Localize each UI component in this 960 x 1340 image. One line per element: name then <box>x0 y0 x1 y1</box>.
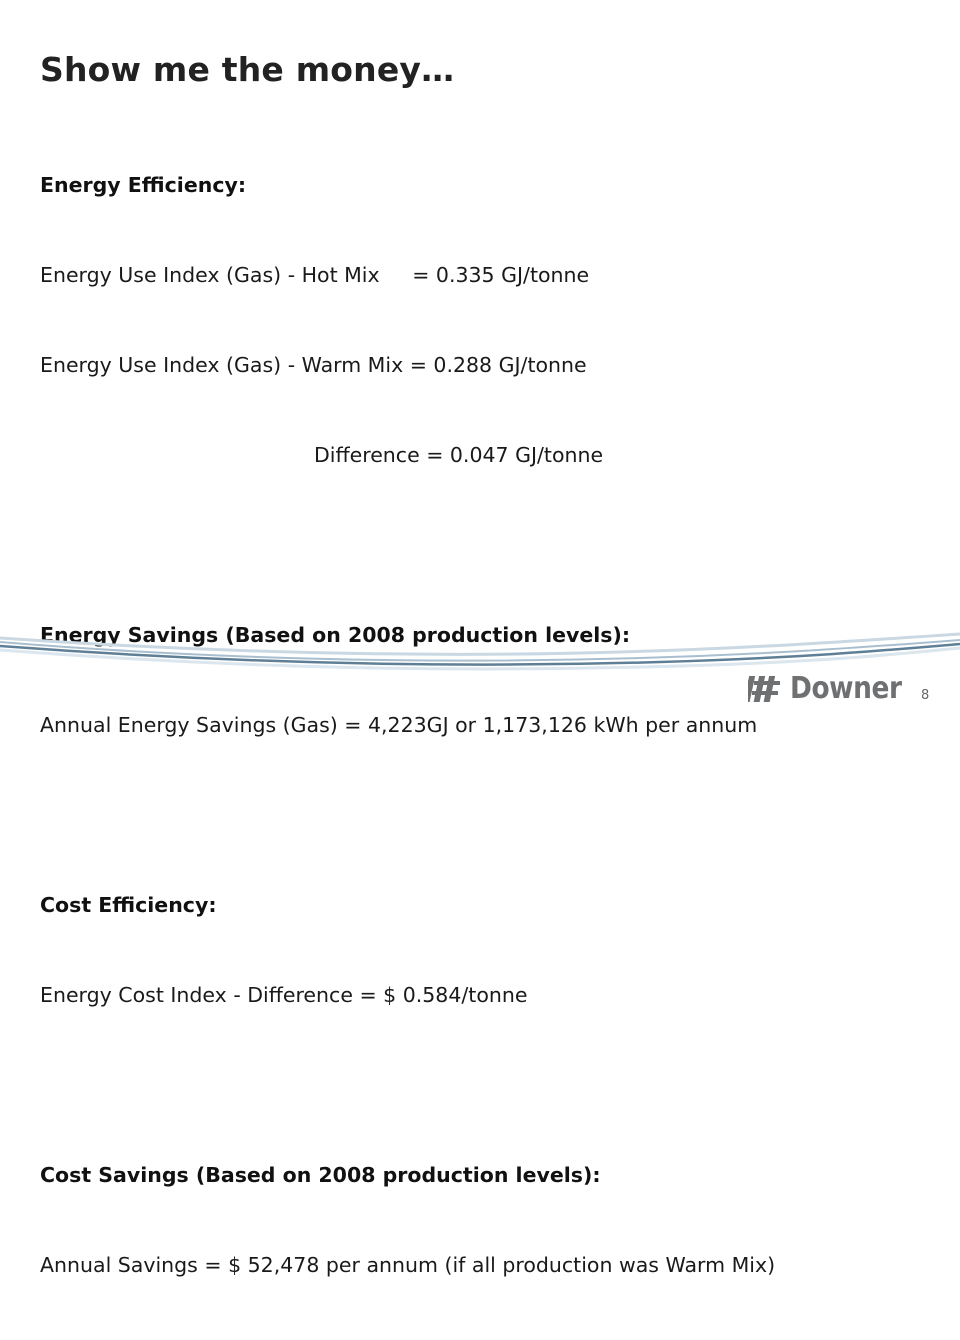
energy-cost-index-line: Energy Cost Index - Difference = $ 0.584… <box>40 983 528 1007</box>
energy-efficiency-heading: Energy Efficiency: <box>40 173 247 197</box>
annual-energy-savings-line: Annual Energy Savings (Gas) = 4,223GJ or… <box>40 713 758 737</box>
hot-mix-index-line: Energy Use Index (Gas) - Hot Mix = 0.335… <box>40 263 590 287</box>
logo-mark-icon <box>748 676 780 702</box>
annual-savings-line: Annual Savings = $ 52,478 per annum (if … <box>40 1253 776 1277</box>
spacer <box>40 530 950 560</box>
cost-savings-heading: Cost Savings (Based on 2008 production l… <box>40 1163 601 1187</box>
spacer <box>40 1070 950 1100</box>
slide-title: Show me the money… <box>40 50 455 89</box>
slide-body: Energy Efficiency: Energy Use Index (Gas… <box>40 110 950 1340</box>
logo-text: Downer <box>790 670 902 706</box>
cost-efficiency-heading: Cost Efficiency: <box>40 893 217 917</box>
spacer <box>40 800 950 830</box>
downer-logo: Downer <box>748 668 917 708</box>
footer-swoosh-graphic <box>0 632 960 671</box>
energy-savings-heading: Energy Savings (Based on 2008 production… <box>40 623 631 647</box>
difference-line: Difference = 0.047 GJ/tonne <box>314 443 604 467</box>
slide: Show me the money… Energy Efficiency: En… <box>0 50 960 1277</box>
warm-mix-index-line: Energy Use Index (Gas) - Warm Mix = 0.28… <box>40 353 587 377</box>
page-number: 8 <box>921 688 930 703</box>
